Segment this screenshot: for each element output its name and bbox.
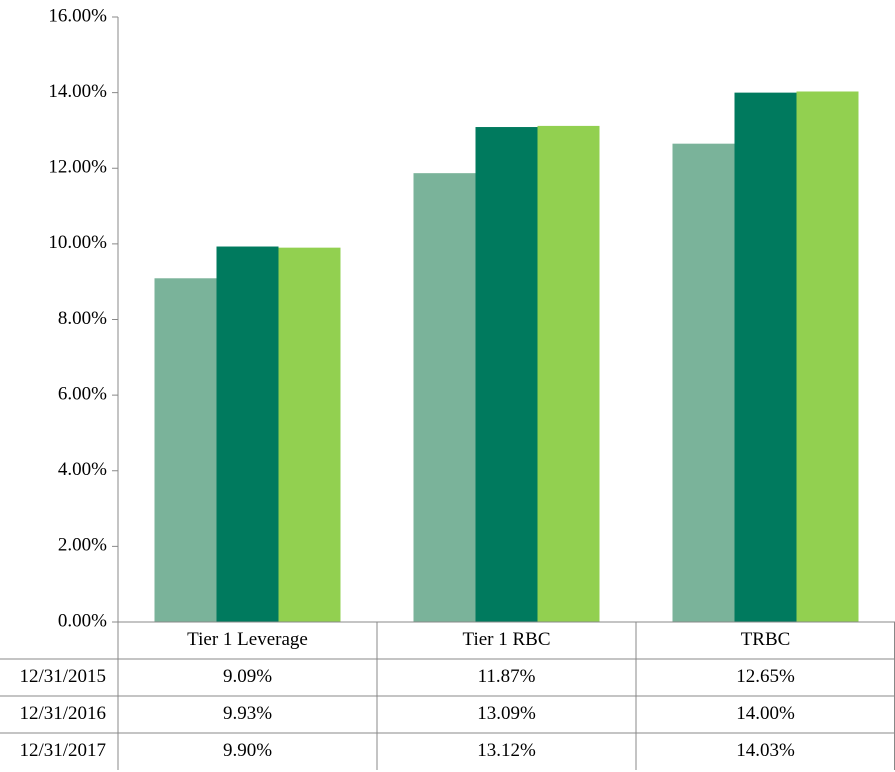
y-tick-label: 16.00% <box>48 5 107 26</box>
table-value: 11.87% <box>478 666 536 687</box>
y-tick-label: 12.00% <box>48 157 107 178</box>
bar <box>154 278 217 622</box>
x-tick-label: TRBC <box>741 629 791 650</box>
table-value: 13.12% <box>477 740 536 761</box>
bar <box>537 125 600 623</box>
y-tick-label: 10.00% <box>48 232 107 253</box>
bar <box>413 173 476 622</box>
legend-label: 12/31/2017 <box>19 740 106 761</box>
bar <box>278 247 341 622</box>
y-tick-label: 0.00% <box>58 610 107 631</box>
table-value: 9.09% <box>223 666 272 687</box>
table-value: 9.93% <box>223 703 272 724</box>
table-value: 14.00% <box>736 703 795 724</box>
legend-label: 12/31/2016 <box>19 703 106 724</box>
bar <box>216 246 279 622</box>
x-tick-label: Tier 1 RBC <box>463 629 551 650</box>
table-value: 9.90% <box>223 740 272 761</box>
table-value: 13.09% <box>477 703 536 724</box>
y-tick-label: 6.00% <box>58 383 107 404</box>
y-tick-label: 8.00% <box>58 308 107 329</box>
legend-label: 12/31/2015 <box>19 666 106 687</box>
bar <box>672 143 735 622</box>
y-tick-label: 4.00% <box>58 459 107 480</box>
x-tick-label: Tier 1 Leverage <box>187 629 308 650</box>
table-value: 14.03% <box>736 740 795 761</box>
bar <box>796 91 859 623</box>
bar <box>734 92 797 622</box>
table-value: 12.65% <box>736 666 795 687</box>
y-tick-label: 14.00% <box>48 81 107 102</box>
y-tick-label: 2.00% <box>58 535 107 556</box>
bar <box>475 127 538 623</box>
